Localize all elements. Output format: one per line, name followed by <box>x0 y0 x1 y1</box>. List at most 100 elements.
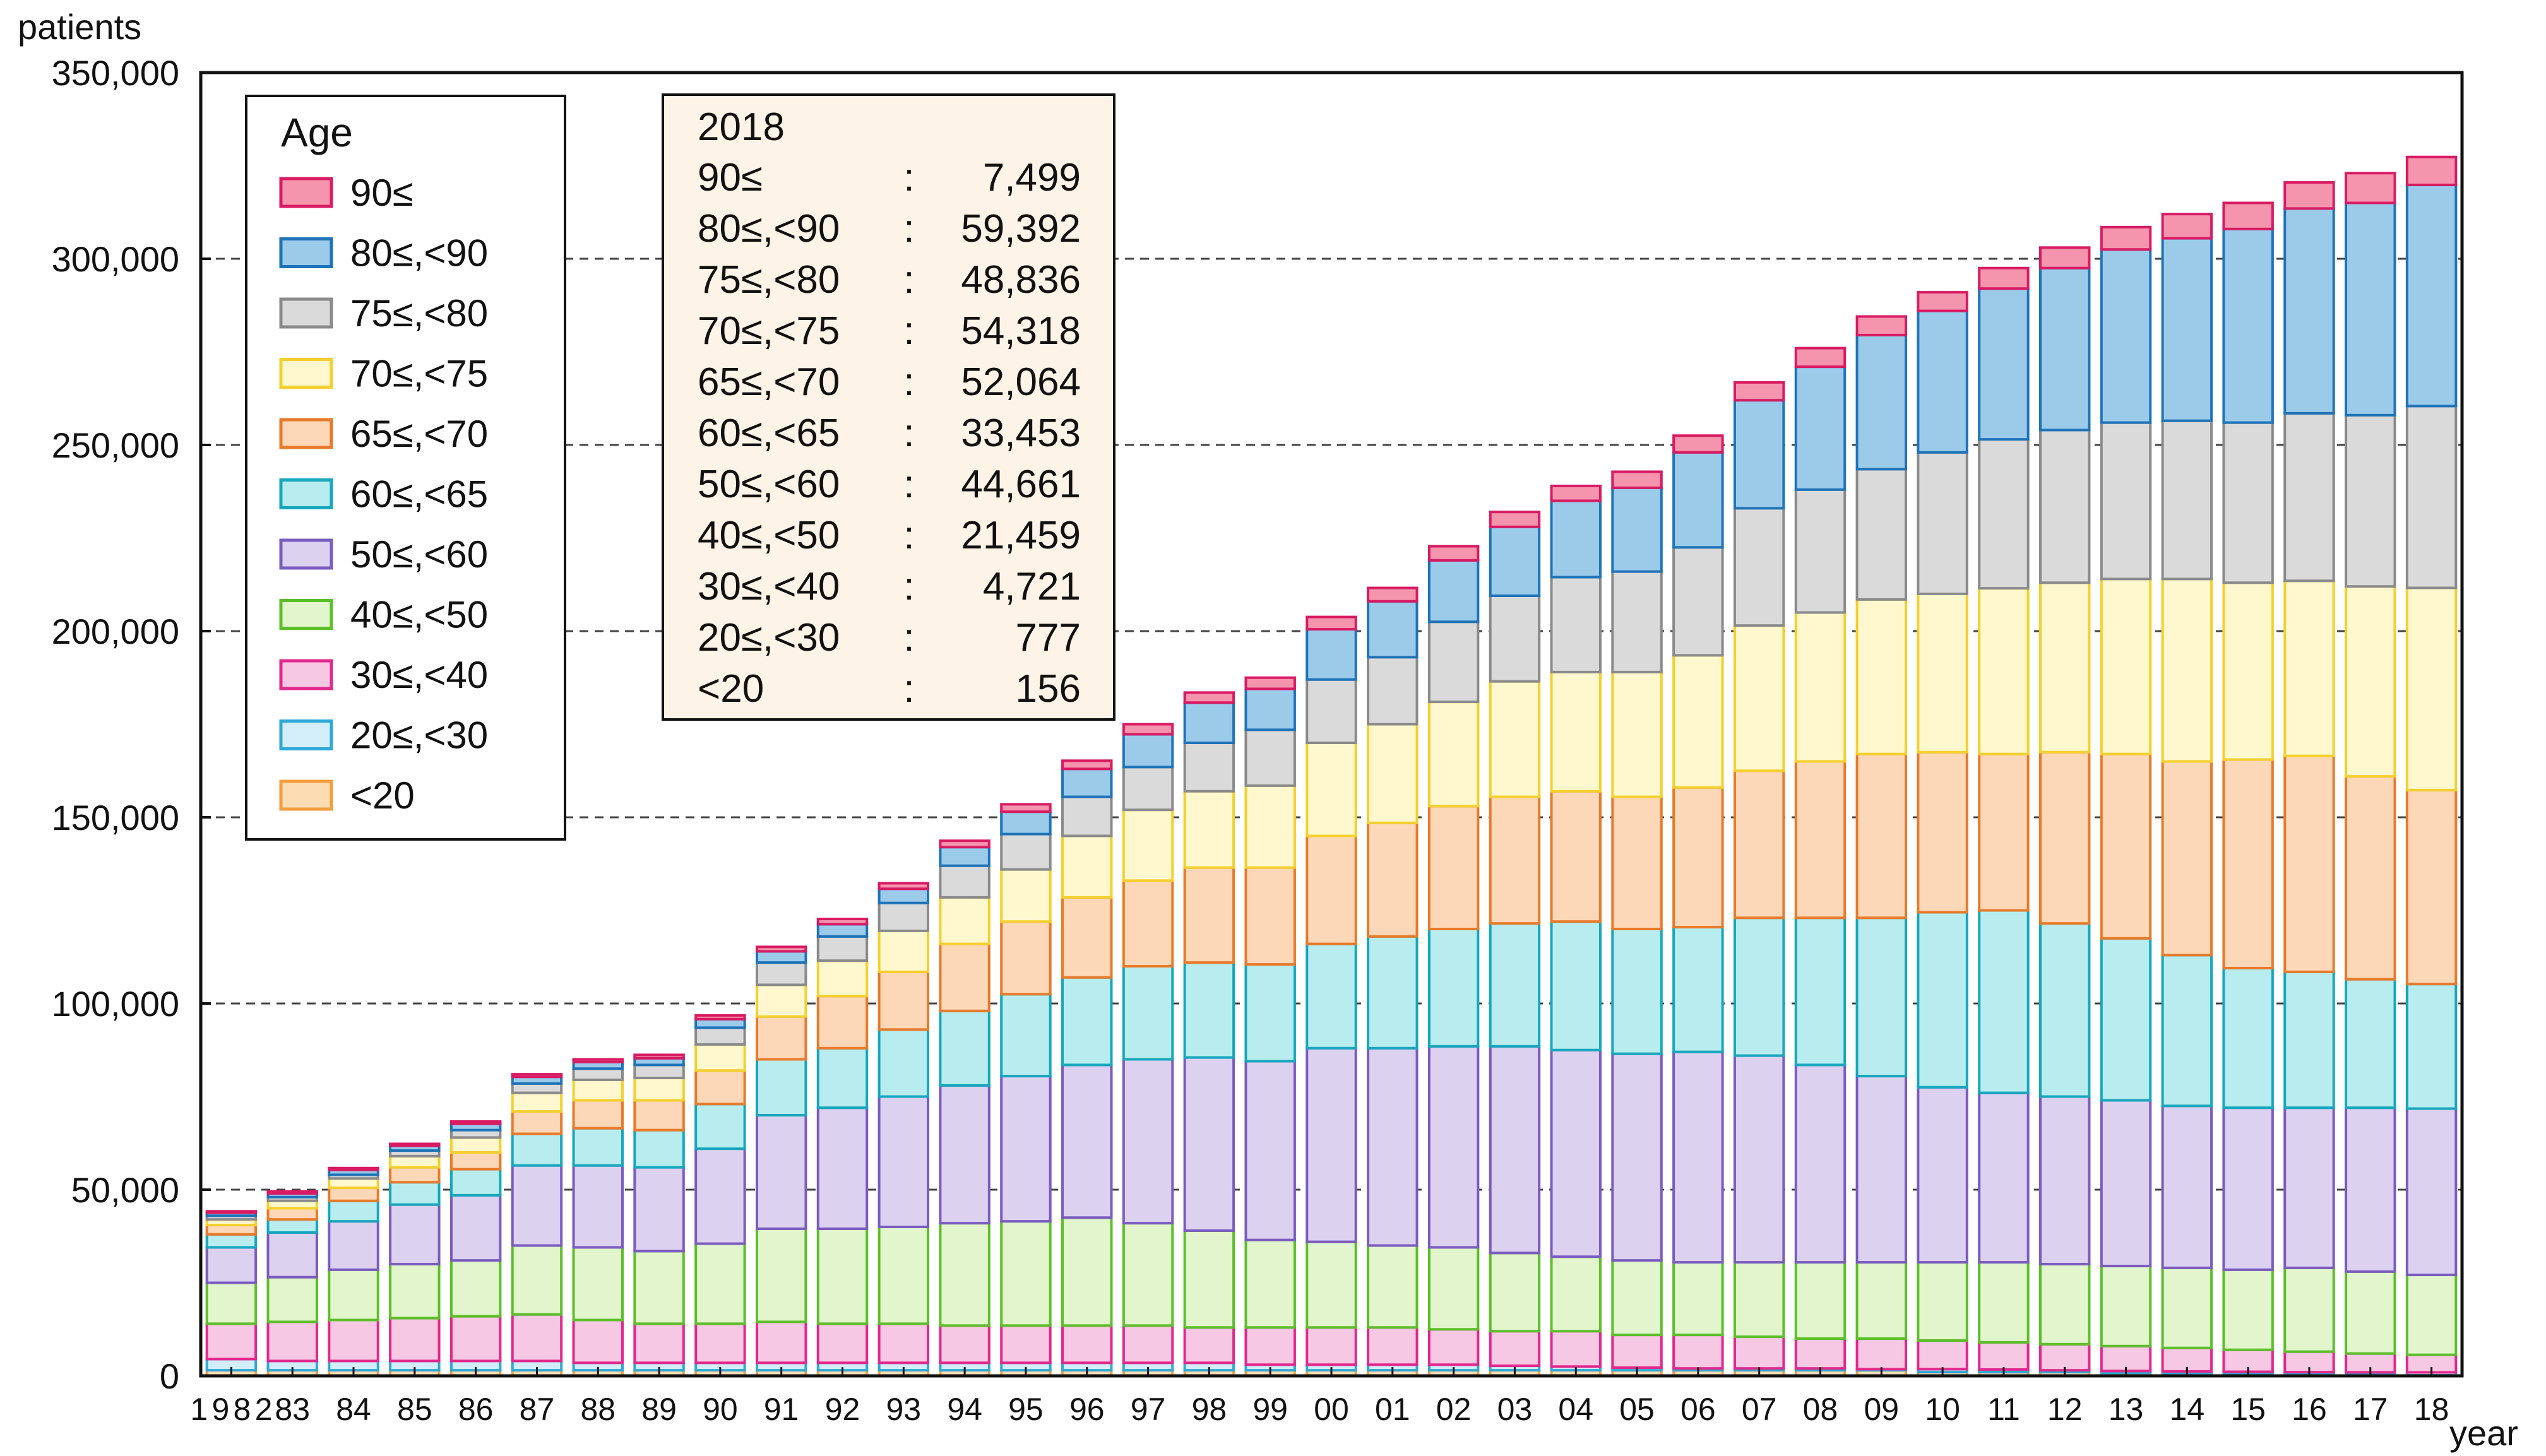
bar-segment <box>1244 676 1296 690</box>
bar-segment <box>2283 754 2335 973</box>
bar-segment <box>755 1114 807 1230</box>
bar-segment <box>1611 1334 1663 1370</box>
bar-segment <box>694 1043 746 1072</box>
bar-segment <box>1550 1048 1602 1258</box>
bar-segment <box>1917 1261 1968 1342</box>
bar-segment <box>1183 742 1235 793</box>
bar-segment <box>205 1233 258 1249</box>
bar-segment <box>1122 1222 1174 1327</box>
bar-segment <box>1306 1046 1357 1243</box>
bar-segment <box>1855 468 1908 601</box>
bar-segment <box>511 1091 563 1113</box>
bar-segment <box>694 1069 746 1106</box>
bar-segment <box>1061 896 1113 979</box>
bar-segment <box>1855 333 1908 471</box>
bar-segment <box>1550 499 1602 579</box>
bar-segment <box>2039 1095 2091 1265</box>
legend-swatch <box>279 779 333 811</box>
bar-segment <box>939 1324 990 1364</box>
bar-segment <box>1672 546 1724 657</box>
x-tick-label: 08 <box>1803 1392 1838 1427</box>
bar-segment <box>877 1095 930 1228</box>
bar-segment <box>755 945 807 953</box>
bar-segment <box>939 1084 990 1225</box>
bar-segment <box>1061 834 1113 899</box>
bar-segment <box>1733 916 1785 1057</box>
y-tick-label: 100,000 <box>52 984 179 1024</box>
legend-swatch <box>279 599 333 630</box>
legend-box <box>245 95 566 841</box>
bar-segment <box>877 882 930 891</box>
bar-segment <box>1978 287 2030 441</box>
bar-segment <box>572 1078 624 1102</box>
y-tick-label: 350,000 <box>52 53 179 93</box>
bar-segment <box>449 1168 502 1197</box>
x-tick-label: 10 <box>1925 1392 1960 1427</box>
annotation-separator: : <box>903 514 914 557</box>
bar-segment <box>1855 752 1908 920</box>
bar-segment <box>1489 1045 1541 1255</box>
bar-segment <box>389 1317 441 1363</box>
bar-segment <box>2161 954 2213 1108</box>
bar-segment <box>205 1210 258 1214</box>
bar-segment <box>1733 769 1785 920</box>
bar-segment <box>939 864 990 899</box>
annotation-label: 30≤,<40 <box>698 565 840 608</box>
bar-segment <box>1672 451 1724 549</box>
bar-segment <box>1794 611 1847 763</box>
annotation-value: 52,064 <box>961 360 1081 404</box>
bar-segment <box>816 1046 869 1110</box>
bar-segment <box>1855 1261 1908 1341</box>
bar-segment <box>511 1073 563 1079</box>
bar-segment <box>205 1281 258 1325</box>
annotation-separator: : <box>903 667 914 711</box>
x-tick-label: 17 <box>2353 1392 2388 1427</box>
bar-segment <box>2039 922 2091 1098</box>
bar-segment <box>877 929 930 973</box>
y-tick-label: 250,000 <box>52 425 179 465</box>
bar-segment <box>1855 1075 1908 1264</box>
bar-segment <box>1672 1050 1724 1264</box>
bar-segment <box>2161 213 2213 240</box>
x-tick-label: 04 <box>1558 1392 1593 1427</box>
bar-segment <box>2039 581 2091 754</box>
bar-segment <box>572 1164 624 1249</box>
bar-segment <box>1733 399 1785 510</box>
x-tick-label: 09 <box>1864 1392 1899 1427</box>
bar-segment <box>1550 790 1602 923</box>
bar-segment <box>1183 701 1235 745</box>
bar-segment <box>2405 1274 2458 1356</box>
bar-segment <box>1917 1339 1968 1371</box>
bar-segment <box>2161 419 2213 581</box>
bar-segment <box>449 1193 502 1262</box>
bar-segment <box>389 1181 441 1206</box>
bar-segment <box>939 846 990 867</box>
x-tick-label: 97 <box>1131 1392 1166 1427</box>
bar-segment <box>2161 1266 2213 1349</box>
x-tick-label: 96 <box>1069 1392 1105 1427</box>
bar-segment <box>511 1164 563 1247</box>
bar-segment <box>1917 911 1968 1089</box>
bar-segment <box>1427 805 1480 931</box>
annotation-value: 48,836 <box>961 258 1081 302</box>
bar-segment <box>1183 866 1235 964</box>
legend-swatch <box>279 659 333 690</box>
bar-segment <box>328 1318 379 1363</box>
bar-segment <box>1794 1337 1847 1370</box>
bar-segment <box>572 1067 624 1081</box>
bar-segment <box>1306 1240 1357 1329</box>
legend-label: 30≤,<40 <box>350 654 488 696</box>
bar-segment <box>1550 1255 1602 1333</box>
bar-segment <box>816 1227 869 1325</box>
bar-segment <box>1917 309 1968 454</box>
bar-segment <box>1122 965 1174 1061</box>
x-tick-label: 01 <box>1375 1392 1410 1427</box>
bar-segment <box>449 1259 502 1318</box>
bar-segment <box>816 935 869 962</box>
bar-segment <box>1917 1086 1968 1264</box>
annotation-value: 156 <box>1016 667 1081 711</box>
bar-segment <box>2283 1350 2335 1374</box>
bar-segment <box>1000 1324 1052 1364</box>
x-tick-label: 90 <box>703 1392 738 1427</box>
